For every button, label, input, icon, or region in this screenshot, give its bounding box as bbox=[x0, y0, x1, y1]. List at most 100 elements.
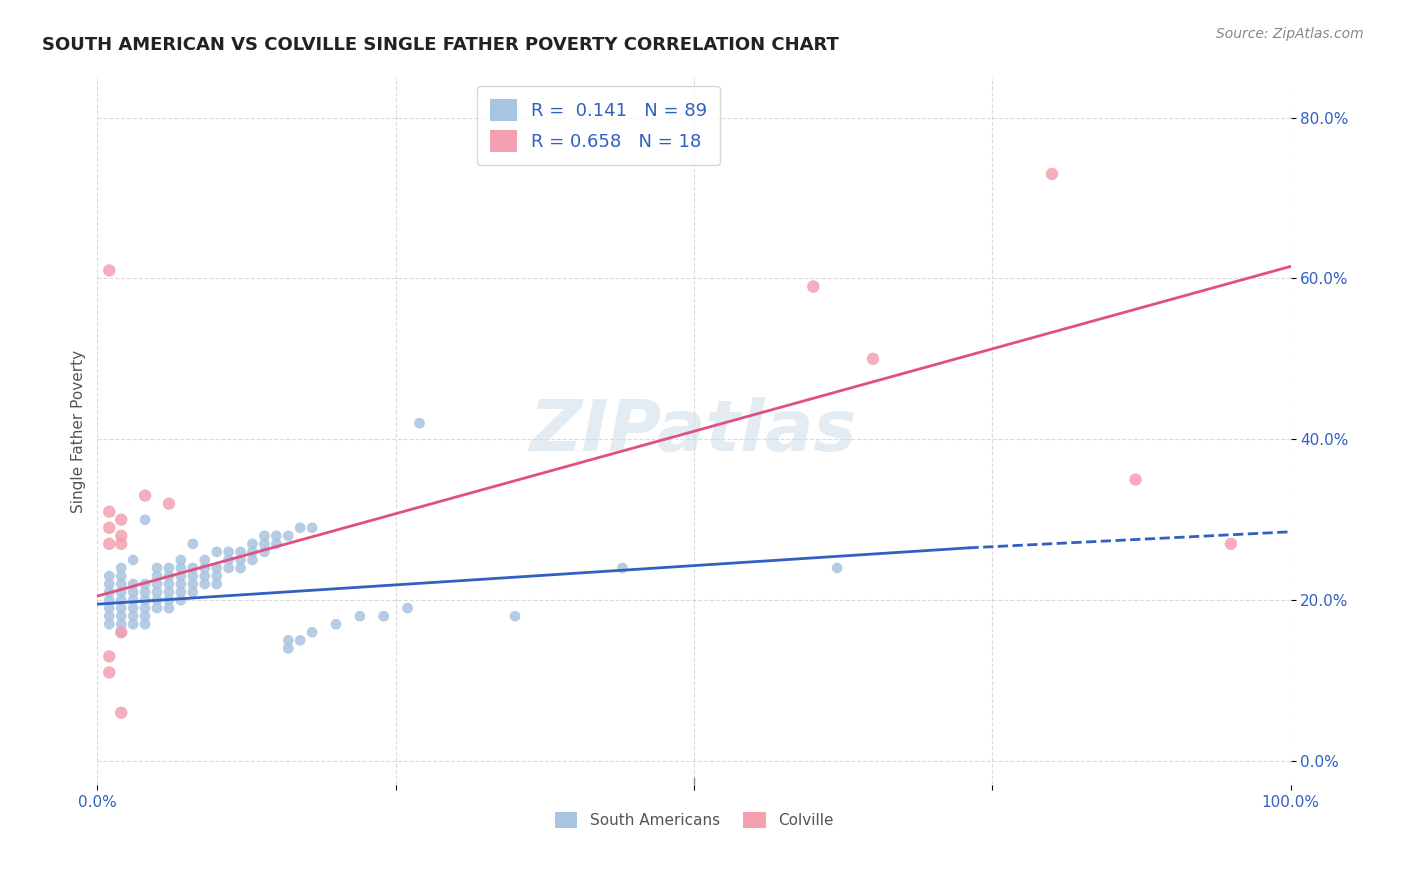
Point bbox=[122, 601, 145, 615]
Point bbox=[134, 489, 156, 503]
Point bbox=[290, 633, 312, 648]
Point bbox=[229, 561, 252, 575]
Point bbox=[98, 569, 121, 583]
Point bbox=[122, 609, 145, 624]
Point bbox=[157, 585, 180, 599]
Point bbox=[194, 561, 217, 575]
Point bbox=[205, 577, 228, 591]
Point bbox=[349, 609, 371, 624]
Point bbox=[242, 553, 264, 567]
Point bbox=[325, 617, 347, 632]
Point bbox=[181, 537, 204, 551]
Point bbox=[110, 625, 132, 640]
Point bbox=[170, 569, 193, 583]
Point bbox=[157, 561, 180, 575]
Point bbox=[146, 585, 169, 599]
Point bbox=[146, 569, 169, 583]
Y-axis label: Single Father Poverty: Single Father Poverty bbox=[72, 350, 86, 513]
Point bbox=[134, 617, 156, 632]
Point bbox=[242, 537, 264, 551]
Point bbox=[122, 585, 145, 599]
Point bbox=[98, 601, 121, 615]
Point bbox=[110, 513, 132, 527]
Point bbox=[253, 545, 276, 559]
Point bbox=[110, 625, 132, 640]
Point bbox=[134, 577, 156, 591]
Point bbox=[181, 577, 204, 591]
Point bbox=[205, 545, 228, 559]
Point bbox=[98, 617, 121, 632]
Point bbox=[110, 561, 132, 575]
Point bbox=[1040, 167, 1063, 181]
Point bbox=[110, 537, 132, 551]
Point bbox=[218, 561, 240, 575]
Point bbox=[801, 279, 824, 293]
Point bbox=[98, 577, 121, 591]
Point bbox=[157, 497, 180, 511]
Point bbox=[277, 641, 299, 656]
Point bbox=[253, 529, 276, 543]
Point bbox=[266, 529, 288, 543]
Point bbox=[122, 593, 145, 607]
Point bbox=[134, 513, 156, 527]
Point bbox=[110, 529, 132, 543]
Point bbox=[134, 601, 156, 615]
Point bbox=[134, 585, 156, 599]
Point bbox=[266, 537, 288, 551]
Point bbox=[122, 553, 145, 567]
Point bbox=[170, 593, 193, 607]
Point bbox=[253, 537, 276, 551]
Point bbox=[218, 553, 240, 567]
Point bbox=[110, 617, 132, 632]
Text: Source: ZipAtlas.com: Source: ZipAtlas.com bbox=[1216, 27, 1364, 41]
Point bbox=[110, 569, 132, 583]
Point bbox=[301, 521, 323, 535]
Point bbox=[170, 561, 193, 575]
Point bbox=[170, 577, 193, 591]
Point bbox=[110, 593, 132, 607]
Point bbox=[825, 561, 848, 575]
Point bbox=[157, 593, 180, 607]
Point bbox=[98, 665, 121, 680]
Point bbox=[110, 601, 132, 615]
Text: SOUTH AMERICAN VS COLVILLE SINGLE FATHER POVERTY CORRELATION CHART: SOUTH AMERICAN VS COLVILLE SINGLE FATHER… bbox=[42, 36, 839, 54]
Point bbox=[170, 585, 193, 599]
Point bbox=[98, 505, 121, 519]
Point bbox=[98, 537, 121, 551]
Point bbox=[181, 585, 204, 599]
Text: ZIPatlas: ZIPatlas bbox=[530, 397, 858, 466]
Point bbox=[98, 521, 121, 535]
Point bbox=[229, 553, 252, 567]
Point bbox=[277, 529, 299, 543]
Point bbox=[229, 545, 252, 559]
Point bbox=[98, 263, 121, 277]
Point bbox=[98, 649, 121, 664]
Point bbox=[277, 633, 299, 648]
Point bbox=[98, 585, 121, 599]
Point bbox=[134, 593, 156, 607]
Point bbox=[194, 553, 217, 567]
Point bbox=[170, 553, 193, 567]
Point bbox=[290, 521, 312, 535]
Point bbox=[134, 609, 156, 624]
Point bbox=[1125, 473, 1147, 487]
Point bbox=[146, 593, 169, 607]
Point bbox=[408, 416, 430, 430]
Point bbox=[1219, 537, 1241, 551]
Point bbox=[146, 561, 169, 575]
Point bbox=[218, 545, 240, 559]
Point bbox=[157, 569, 180, 583]
Point bbox=[181, 561, 204, 575]
Point bbox=[503, 609, 526, 624]
Point bbox=[110, 706, 132, 720]
Point bbox=[110, 585, 132, 599]
Point bbox=[110, 609, 132, 624]
Point bbox=[373, 609, 395, 624]
Point bbox=[396, 601, 419, 615]
Point bbox=[205, 569, 228, 583]
Point bbox=[157, 601, 180, 615]
Point bbox=[242, 545, 264, 559]
Point bbox=[122, 617, 145, 632]
Point bbox=[98, 593, 121, 607]
Point bbox=[205, 561, 228, 575]
